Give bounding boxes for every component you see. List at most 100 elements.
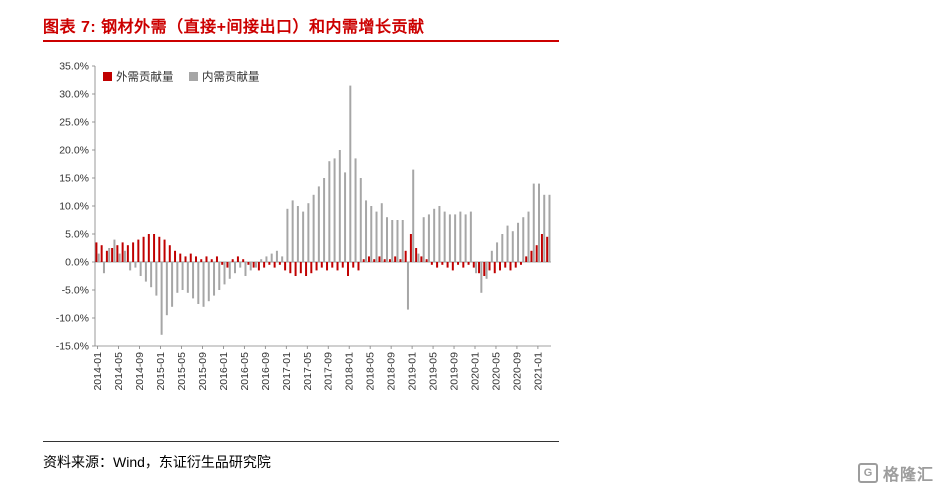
bar xyxy=(134,262,137,268)
gelonghui-logo: G 格隆汇 xyxy=(858,461,934,485)
bar xyxy=(546,236,549,262)
bar xyxy=(289,262,292,274)
bar xyxy=(176,262,179,293)
bar xyxy=(123,250,126,262)
bar xyxy=(296,206,299,262)
bar xyxy=(213,262,216,296)
bar xyxy=(111,248,114,262)
bar xyxy=(383,259,386,262)
bar xyxy=(95,242,98,262)
bar xyxy=(485,262,488,279)
bar xyxy=(525,256,528,262)
bar xyxy=(155,262,158,296)
bar xyxy=(490,250,493,262)
bar xyxy=(278,262,281,265)
bar xyxy=(121,242,124,262)
bar xyxy=(422,217,425,262)
bar xyxy=(349,85,352,262)
x-axis: 2014-01 2014-05 2014-09 2015-01 2015-05 2015-… xyxy=(92,346,544,391)
bar xyxy=(142,236,145,262)
bar xyxy=(163,239,166,262)
gelonghui-logo-text: 格隆汇 xyxy=(883,467,935,484)
x-tick-label: 2015-05 xyxy=(176,352,188,391)
bar xyxy=(388,259,391,262)
title-underline xyxy=(43,40,559,42)
bar xyxy=(221,262,224,265)
bar xyxy=(234,262,236,274)
bar xyxy=(331,262,334,268)
x-tick-label: 2015-09 xyxy=(197,352,209,391)
bar xyxy=(291,200,294,262)
bar xyxy=(354,158,357,262)
bar xyxy=(499,262,501,271)
bar xyxy=(475,262,478,274)
bar xyxy=(317,186,320,262)
bar xyxy=(352,262,355,268)
bar xyxy=(446,262,449,268)
bar xyxy=(108,248,111,262)
bar xyxy=(129,262,132,271)
bar xyxy=(501,234,504,262)
bar xyxy=(373,259,376,262)
bar xyxy=(231,259,234,262)
footer-divider xyxy=(43,441,559,442)
bar xyxy=(409,234,412,262)
bar xyxy=(341,262,344,268)
bar xyxy=(168,245,171,262)
legend-swatch-domestic-icon xyxy=(189,72,198,81)
bar-chart: 35.0% 30.0% 25.0% 20.0% 15.0% 10.0% 5.0% 0.0% -5… xyxy=(43,56,559,422)
bar xyxy=(200,259,203,262)
bar xyxy=(184,256,187,262)
gelonghui-logo-icon: G xyxy=(858,463,878,483)
bar xyxy=(522,217,525,262)
bar xyxy=(415,248,418,262)
bar xyxy=(532,183,535,262)
bar xyxy=(480,262,483,293)
bar xyxy=(433,208,436,262)
bar xyxy=(315,262,318,271)
bar xyxy=(102,262,105,274)
bar xyxy=(394,256,397,262)
x-tick-label: 2018-09 xyxy=(386,352,398,391)
bar xyxy=(165,262,168,316)
y-tick-label: -10.0% xyxy=(56,313,89,325)
bar xyxy=(338,150,341,262)
x-tick-label: 2014-01 xyxy=(92,352,104,391)
bar xyxy=(186,262,189,293)
series-domestic-demand-bars xyxy=(97,85,551,335)
x-tick-label: 2016-01 xyxy=(218,352,230,391)
bar xyxy=(302,211,305,262)
bar xyxy=(247,262,250,265)
bar xyxy=(362,259,365,262)
y-tick-label: 0.0% xyxy=(65,257,89,269)
bar xyxy=(273,262,276,268)
bar xyxy=(263,262,266,268)
bar xyxy=(160,262,163,335)
bar xyxy=(126,245,129,262)
bar xyxy=(158,236,161,262)
y-tick-label: -15.0% xyxy=(56,341,89,353)
x-tick-label: 2016-05 xyxy=(239,352,251,391)
bar xyxy=(493,262,496,274)
bar xyxy=(430,262,433,265)
bar xyxy=(328,161,331,262)
bar xyxy=(252,262,255,268)
legend-label: 内需贡献量 xyxy=(202,70,260,84)
bar xyxy=(404,250,407,262)
bar xyxy=(396,220,399,262)
bar xyxy=(417,253,420,262)
page-title: 图表 7: 钢材外需（直接+间接出口）和内需增长贡献 xyxy=(43,19,425,36)
bar xyxy=(517,222,520,262)
bar xyxy=(153,234,156,262)
bar xyxy=(401,220,404,262)
bar xyxy=(294,262,297,276)
bar xyxy=(139,262,142,276)
bar xyxy=(307,203,310,262)
bar xyxy=(506,225,509,262)
y-tick-label: 10.0% xyxy=(59,201,89,213)
bar xyxy=(215,256,218,262)
bar xyxy=(457,262,460,265)
bar xyxy=(347,262,349,276)
bar xyxy=(511,231,514,262)
